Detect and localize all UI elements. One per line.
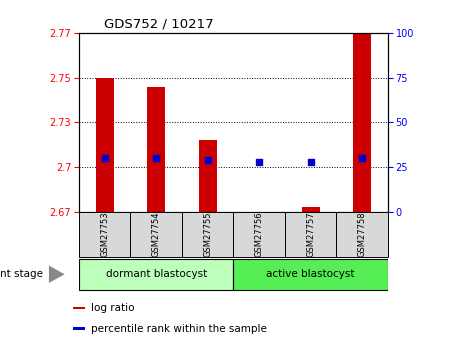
Text: active blastocyst: active blastocyst — [267, 269, 355, 278]
Bar — [79, 212, 130, 257]
Text: GSM27757: GSM27757 — [306, 212, 315, 257]
Bar — [198, 140, 216, 212]
Point — [204, 157, 211, 163]
Text: GDS752 / 10217: GDS752 / 10217 — [104, 17, 213, 30]
Bar — [73, 327, 84, 330]
Bar — [73, 307, 84, 309]
Bar — [336, 212, 388, 257]
Bar — [79, 259, 234, 290]
Point — [256, 159, 263, 165]
Bar — [182, 212, 234, 257]
Bar — [147, 87, 165, 212]
Bar — [130, 212, 182, 257]
Text: GSM27758: GSM27758 — [358, 212, 367, 257]
Point — [307, 159, 314, 165]
Text: log ratio: log ratio — [91, 303, 134, 313]
Bar — [250, 212, 268, 239]
Text: GSM27755: GSM27755 — [203, 212, 212, 257]
Text: percentile rank within the sample: percentile rank within the sample — [91, 324, 267, 334]
Point — [101, 156, 108, 161]
Point — [359, 156, 366, 161]
Bar — [285, 212, 336, 257]
Text: GSM27753: GSM27753 — [100, 212, 109, 257]
Text: dormant blastocyst: dormant blastocyst — [106, 269, 207, 278]
Bar — [234, 259, 388, 290]
Text: development stage: development stage — [0, 269, 43, 279]
Point — [152, 156, 160, 161]
Bar — [353, 33, 371, 212]
Text: GSM27754: GSM27754 — [152, 212, 161, 257]
Bar — [96, 78, 114, 212]
Bar — [234, 212, 285, 257]
Polygon shape — [49, 266, 65, 283]
Text: GSM27756: GSM27756 — [255, 212, 264, 257]
Bar — [302, 207, 320, 243]
